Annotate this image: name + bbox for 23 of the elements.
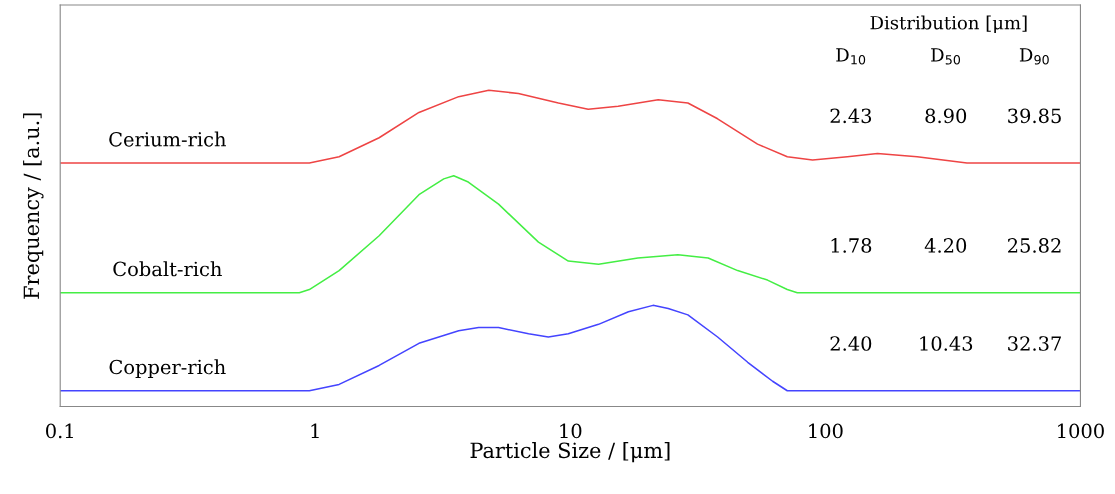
text: D$_{10}$ [836,48,866,65]
x-tick-label: 1 [311,423,319,438]
annotation: 25.82 [1008,238,1061,253]
annotation: 2.40 [830,336,872,351]
x-tick-label: 100 [809,423,843,439]
annotation: 32.37 [1008,336,1061,351]
text: D$_{50}$ [931,48,961,65]
text: D$_{90}$ [1019,48,1049,65]
x-axis-title: Particle Size / [μm] [470,442,670,463]
annotation: 1.78 [831,238,872,253]
series-label: Cobalt-rich [113,261,222,277]
annotation: 2.43 [830,108,872,124]
annotation: 10.43 [920,336,973,351]
series-label: Copper-rich [109,359,226,379]
annotation: 8.90 [925,108,967,124]
series-label: Cerium-rich [109,131,226,147]
x-tick-label: 1000 [1058,423,1104,439]
y-axis-title: Frequency / [a.u.] [23,113,44,299]
x-tick-label: 10 [560,423,582,439]
annotation: 39.85 [1008,108,1061,124]
annotation: 4.20 [924,238,967,253]
x-tick-label: 0.1 [46,423,73,439]
text: Distribution [μm] [870,15,1027,34]
